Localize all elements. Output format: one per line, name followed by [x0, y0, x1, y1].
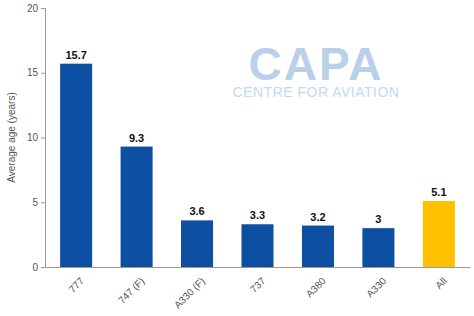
x-tick-label: A330: [364, 275, 389, 300]
x-tick: A330 (F): [172, 267, 207, 311]
x-tick: A330: [364, 267, 389, 300]
x-tick-label: 777: [67, 275, 87, 295]
x-tick: All: [433, 267, 449, 291]
data-label: 15.7: [65, 49, 86, 61]
y-tick-label: 0: [32, 262, 38, 273]
data-label: 9.3: [129, 132, 144, 144]
y-tick-mark: [41, 73, 45, 74]
y-tick-mark: [41, 8, 45, 9]
y-tick: 10: [27, 132, 45, 143]
x-tick-label: 737: [248, 275, 268, 295]
y-tick: 0: [32, 262, 45, 273]
y-axis-line: [41, 9, 46, 268]
y-tick-label: 20: [27, 3, 39, 14]
data-label: 3.6: [189, 205, 204, 217]
bars: [60, 64, 455, 267]
x-tick: 777: [67, 267, 87, 295]
x-tick: 737: [248, 267, 268, 295]
y-tick: 5: [32, 197, 45, 208]
y-tick-mark: [41, 138, 45, 139]
x-tick-label: A330 (F): [172, 275, 207, 310]
x-tick: 747 (F): [116, 267, 147, 306]
x-tick-label: All: [433, 275, 449, 291]
chart: CAPACENTRE FOR AVIATION 0 5 10 15 20 777 747 (F…: [0, 0, 474, 316]
y-tick-label: 15: [27, 67, 39, 78]
data-label: 5.1: [431, 186, 446, 198]
y-axis-title: Average age (years): [6, 92, 17, 182]
data-label: 3.2: [310, 211, 325, 223]
data-label: 3.3: [250, 209, 265, 221]
bar: [241, 224, 273, 267]
x-tick-label: A380: [304, 275, 329, 300]
x-axis: 777 747 (F) A330 (F) 737 A380 A330 All: [46, 267, 471, 311]
y-tick-label: 10: [27, 132, 39, 143]
x-tick: A380: [304, 267, 329, 300]
watermark-text: CENTRE FOR AVIATION: [233, 84, 400, 100]
bar: [121, 147, 153, 267]
y-tick-label: 5: [32, 197, 38, 208]
bar: [181, 220, 213, 267]
watermark: CAPACENTRE FOR AVIATION: [233, 38, 400, 100]
bar: [362, 228, 394, 267]
bar: [60, 64, 92, 267]
bar: [423, 201, 455, 267]
y-axis: 0 5 10 15 20: [27, 3, 46, 273]
bar: [302, 226, 334, 267]
data-labels: 15.7 9.3 3.6 3.3 3.2 3 5.1: [65, 49, 446, 225]
data-label: 3: [375, 213, 381, 225]
y-tick: 15: [27, 67, 45, 78]
x-tick-label: 747 (F): [116, 275, 147, 306]
y-tick: 20: [27, 3, 45, 14]
watermark-text: CAPA: [249, 38, 384, 90]
x-axis-line: [46, 267, 471, 268]
y-tick-mark: [41, 267, 45, 268]
y-tick-mark: [41, 202, 45, 203]
